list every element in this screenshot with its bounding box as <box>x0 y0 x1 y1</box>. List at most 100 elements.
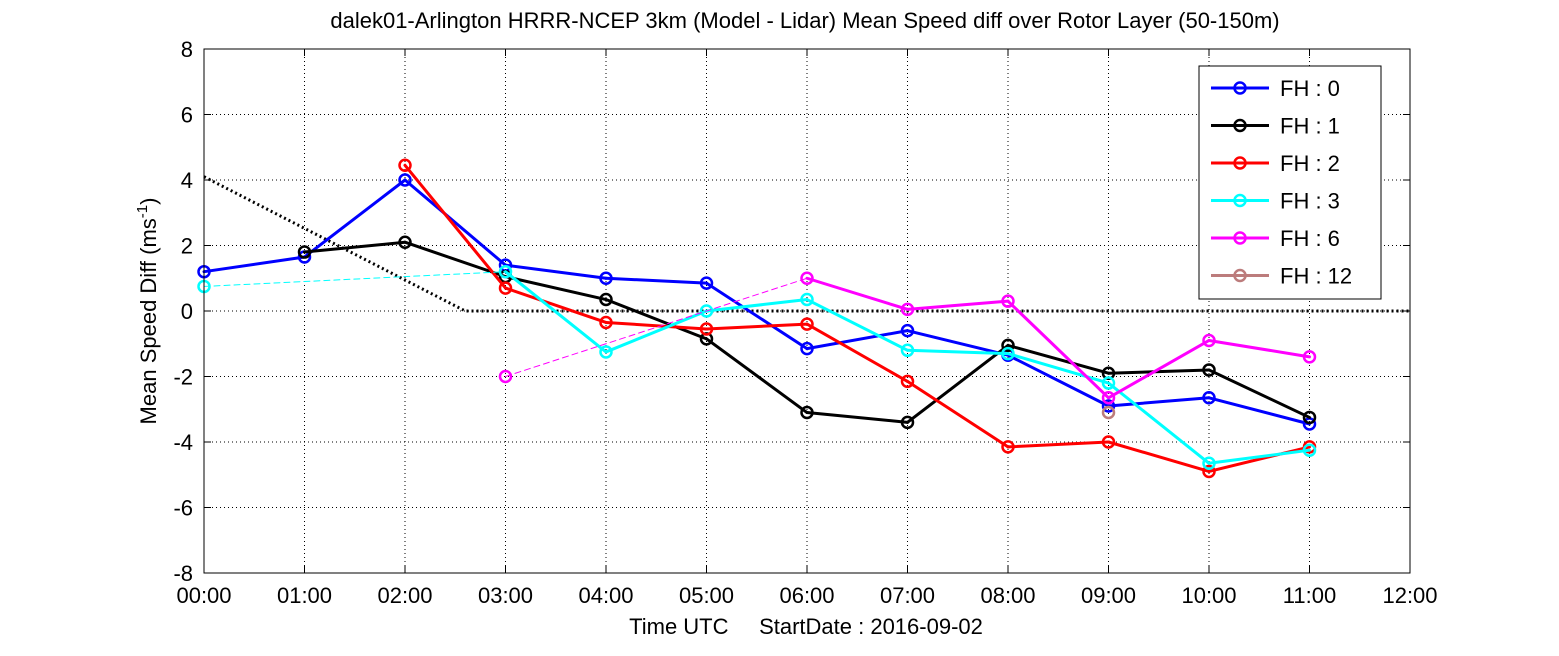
data-point <box>297 245 312 259</box>
axis-ticks: 00:00 01:00 02:00 03:00 04:00 05:00 06:00 07:00… <box>173 37 1437 608</box>
data-point <box>498 369 513 384</box>
data-point <box>1101 391 1116 405</box>
data-point <box>398 158 412 173</box>
legend-swatch-marker <box>1233 81 1247 95</box>
series-segment <box>705 322 809 331</box>
series-segment <box>403 240 507 279</box>
data-point <box>1001 338 1015 353</box>
x-tick-label: 07:00 <box>880 583 935 608</box>
series-segment <box>1207 368 1311 419</box>
legend-label: FH : 6 <box>1280 226 1340 251</box>
series-segment <box>604 320 708 331</box>
series-segment <box>805 411 909 424</box>
series-segment <box>202 255 306 274</box>
data-point <box>1101 399 1116 413</box>
series-segment <box>805 329 909 351</box>
series-2 <box>398 158 1317 479</box>
x-tick-label: 05:00 <box>679 583 734 608</box>
data-point <box>1202 391 1216 405</box>
y-tick-label: -6 <box>173 496 193 521</box>
legend-swatch-marker <box>1233 156 1247 170</box>
series-segment <box>604 298 708 341</box>
series-segment <box>906 329 1010 357</box>
data-point <box>699 322 714 336</box>
series-segment <box>1207 445 1311 473</box>
x-tick-label: 10:00 <box>1181 583 1236 608</box>
series-segment <box>1006 353 1110 408</box>
data-point <box>599 292 613 307</box>
series-segment <box>805 322 909 383</box>
series-segment <box>203 271 506 287</box>
data-point <box>1101 405 1116 420</box>
series-segment <box>505 277 808 377</box>
x-tick-label: 08:00 <box>980 583 1035 608</box>
series-segment <box>1107 368 1211 375</box>
data-point <box>800 341 814 356</box>
data-point <box>800 271 814 285</box>
data-point <box>599 345 613 359</box>
data-point <box>900 323 915 338</box>
series-segment <box>1006 299 1110 400</box>
data-point <box>1001 346 1015 361</box>
series-layer <box>197 158 1317 479</box>
y-tick-label: 2 <box>181 234 193 259</box>
series-segment <box>1207 396 1311 426</box>
legend: FH : 0 FH : 1 FH : 2 FH : 3 FH : 6 FH : 12 <box>1198 65 1382 300</box>
legend-swatch-marker <box>1233 193 1247 208</box>
x-tick-label: 12:00 <box>1382 583 1437 608</box>
series-segment <box>604 276 708 285</box>
data-point <box>800 292 814 307</box>
data-point <box>1202 333 1216 348</box>
series-segment <box>805 276 909 311</box>
series-segment <box>705 337 809 415</box>
y-tick-label: 4 <box>181 168 193 193</box>
x-tick-label: 02:00 <box>377 583 432 608</box>
series-segment <box>1207 338 1311 359</box>
series-segment <box>303 178 407 259</box>
y-tick-label: -4 <box>173 430 193 455</box>
x-tick-label: 11:00 <box>1283 583 1336 608</box>
series-segment <box>906 299 1010 311</box>
data-point <box>900 302 915 317</box>
x-tick-label: 06:00 <box>779 583 834 608</box>
legend-swatch-marker <box>1233 231 1247 245</box>
data-point <box>800 405 814 420</box>
series-segment <box>1006 343 1110 375</box>
series-1 <box>297 235 1317 430</box>
series-segment <box>403 163 507 290</box>
y-axis-label-sup: -1 <box>134 205 151 218</box>
data-point <box>1302 410 1317 425</box>
series-segment <box>303 240 407 254</box>
series-segment <box>1107 381 1211 465</box>
series-segment <box>403 178 507 267</box>
data-point <box>599 315 613 330</box>
legend-label: FH : 2 <box>1280 151 1340 176</box>
series-segment <box>1107 440 1211 473</box>
data-point <box>1101 435 1116 449</box>
series-segment <box>805 298 909 352</box>
legend-label: FH : 0 <box>1280 76 1340 101</box>
series-segment <box>1107 338 1211 400</box>
series-segment <box>906 343 1010 424</box>
x-tick-label: 09:00 <box>1081 583 1136 608</box>
y-tick-label: -8 <box>173 561 193 586</box>
data-point <box>398 235 412 249</box>
data-point <box>699 304 714 318</box>
data-point <box>699 276 714 290</box>
data-point <box>599 271 613 285</box>
series-segment <box>906 379 1010 449</box>
series-segment <box>504 275 608 302</box>
data-point <box>900 374 915 389</box>
data-point <box>1001 440 1015 454</box>
data-point <box>1302 350 1317 364</box>
legend-box <box>1198 65 1382 300</box>
data-point <box>1302 443 1317 457</box>
legend-label: FH : 1 <box>1280 114 1340 139</box>
series-segment <box>705 281 809 351</box>
data-point <box>800 317 814 331</box>
data-point <box>900 343 915 358</box>
series-segment <box>604 309 708 354</box>
data-point <box>498 281 513 295</box>
y-axis-label-main: Mean Speed Diff (ms <box>136 218 161 424</box>
